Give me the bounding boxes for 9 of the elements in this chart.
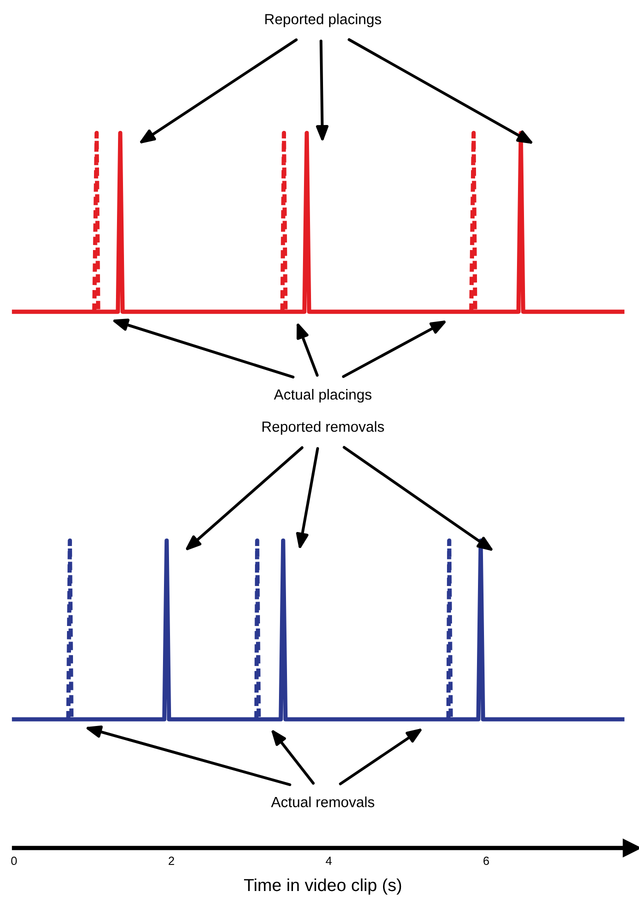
x-axis-title: Time in video clip (s) [244,878,402,895]
annotation: Actual removals [271,796,374,808]
annotation: Actual placings [274,388,372,403]
x-tick-label: 2 [168,856,174,865]
x-tick-label: 6 [484,856,489,866]
x-tick-label: 4 [326,856,332,865]
text: Reported placings [265,14,382,28]
x-tick-label: 0 [11,856,17,866]
annotation: Reported removals [262,421,384,435]
